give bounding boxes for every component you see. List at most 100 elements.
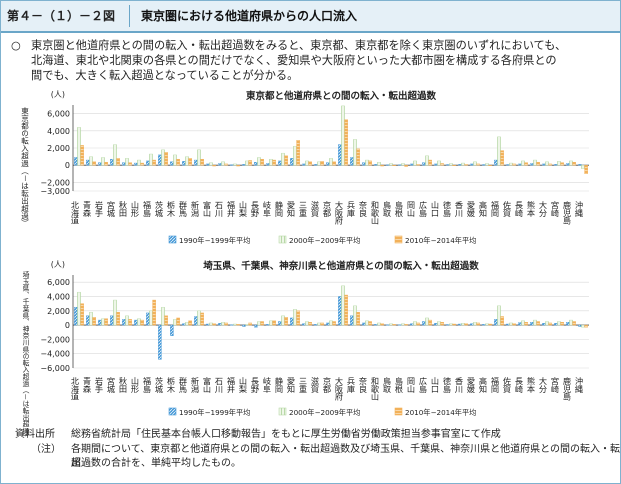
bar bbox=[284, 317, 288, 326]
bar bbox=[425, 317, 429, 326]
bar bbox=[101, 318, 105, 326]
bar bbox=[356, 312, 360, 326]
bar bbox=[110, 315, 114, 326]
x-category-label: 大阪府 bbox=[334, 200, 344, 225]
bar bbox=[386, 324, 390, 326]
bar bbox=[152, 159, 156, 166]
y-tick-label: 0 bbox=[65, 161, 70, 170]
bar bbox=[464, 164, 468, 166]
bar bbox=[161, 306, 165, 326]
x-category-label: 福岡 bbox=[490, 377, 500, 394]
x-category-label: 高知 bbox=[478, 376, 488, 394]
bar bbox=[512, 163, 516, 166]
bar bbox=[377, 322, 381, 326]
x-category-label: 山形 bbox=[130, 376, 140, 394]
bar bbox=[305, 160, 309, 166]
x-category-label: 静岡 bbox=[274, 200, 284, 218]
x-category-label: 岡山 bbox=[406, 201, 416, 218]
bar bbox=[170, 161, 174, 166]
summary-line: 間でも、大きく転入超過となっていることが分かる。 bbox=[31, 69, 299, 82]
bar bbox=[233, 323, 237, 326]
bar bbox=[470, 163, 474, 166]
bar bbox=[350, 315, 354, 326]
bar bbox=[326, 322, 330, 326]
bar bbox=[470, 323, 474, 326]
y-tick-label: 2,000 bbox=[47, 307, 70, 316]
bar bbox=[374, 324, 378, 326]
bar bbox=[149, 153, 153, 166]
x-category-label: 群馬 bbox=[178, 200, 188, 218]
x-category-label: 富山 bbox=[202, 200, 212, 218]
y-tick-label: 0 bbox=[65, 321, 70, 330]
y-axis-label: 東京都の転入超過（－は転出超過） bbox=[20, 106, 29, 227]
y-tick-label: −4,000 bbox=[40, 350, 70, 359]
chart-title: 東京都と他道府県との間の転入・転出超過数 bbox=[245, 90, 436, 102]
legend-swatch bbox=[278, 407, 287, 416]
summary-line: 北海道、東北や北関東の各県との間だけでなく、愛知県や大阪府といった大都市圏を構成… bbox=[31, 54, 557, 67]
x-category-label: 大阪府 bbox=[334, 376, 344, 401]
bar bbox=[338, 296, 342, 326]
bar bbox=[260, 158, 264, 166]
x-category-label: 京都 bbox=[322, 376, 332, 394]
bar bbox=[278, 321, 282, 326]
bar bbox=[452, 164, 456, 166]
bar bbox=[146, 160, 150, 166]
bar bbox=[377, 161, 381, 166]
bar bbox=[92, 317, 96, 326]
legend-label: 2000年−2009年平均 bbox=[289, 236, 360, 245]
bar bbox=[530, 163, 534, 166]
bar bbox=[272, 159, 276, 166]
bar bbox=[386, 164, 390, 166]
bar bbox=[569, 319, 573, 326]
bar bbox=[344, 119, 348, 166]
bar bbox=[110, 158, 114, 166]
bar bbox=[128, 162, 132, 166]
bar bbox=[296, 140, 300, 166]
bar bbox=[161, 149, 165, 166]
bar bbox=[449, 323, 453, 326]
bar bbox=[314, 324, 318, 326]
bar bbox=[317, 322, 321, 326]
note-line: 各期間について、東京都と他道府県との間の転入・転出超過数及び埼玉県、千葉県、神奈… bbox=[71, 444, 620, 469]
bar bbox=[542, 163, 546, 166]
bar bbox=[326, 162, 330, 166]
bar bbox=[266, 324, 270, 326]
bar bbox=[548, 322, 552, 326]
bar bbox=[500, 316, 504, 326]
bar bbox=[137, 159, 141, 166]
bar bbox=[260, 321, 264, 326]
bar bbox=[134, 319, 138, 326]
bar bbox=[116, 312, 120, 326]
bar bbox=[272, 320, 276, 326]
bar bbox=[557, 161, 561, 166]
x-category-label: 福井 bbox=[226, 201, 236, 218]
x-category-label: 香川 bbox=[454, 200, 464, 217]
x-category-label: 長崎 bbox=[514, 201, 524, 217]
bar bbox=[461, 162, 465, 166]
bar bbox=[194, 316, 198, 326]
x-category-label: 長野 bbox=[250, 201, 260, 217]
x-category-label: 山口 bbox=[430, 376, 440, 393]
x-category-label: 宮城 bbox=[106, 376, 116, 394]
legend-swatch bbox=[394, 407, 403, 416]
bar bbox=[488, 164, 492, 166]
bar bbox=[320, 322, 324, 326]
bar bbox=[368, 160, 372, 166]
x-category-label: 福島 bbox=[142, 201, 152, 218]
bar bbox=[416, 164, 420, 166]
x-category-label: 兵庫 bbox=[346, 200, 356, 218]
bar bbox=[380, 164, 384, 167]
x-category-label: 鹿児島 bbox=[562, 376, 572, 401]
x-category-label: 秋田 bbox=[118, 376, 128, 394]
bar bbox=[200, 158, 204, 166]
bar bbox=[584, 324, 588, 328]
bar bbox=[173, 319, 177, 326]
y-tick-label: 4,000 bbox=[47, 292, 70, 301]
bar bbox=[536, 321, 540, 326]
legend-swatch bbox=[168, 235, 177, 244]
x-category-label: 香川 bbox=[454, 376, 464, 393]
bar bbox=[392, 164, 396, 166]
bar bbox=[560, 322, 564, 326]
x-category-label: 長崎 bbox=[514, 377, 524, 393]
